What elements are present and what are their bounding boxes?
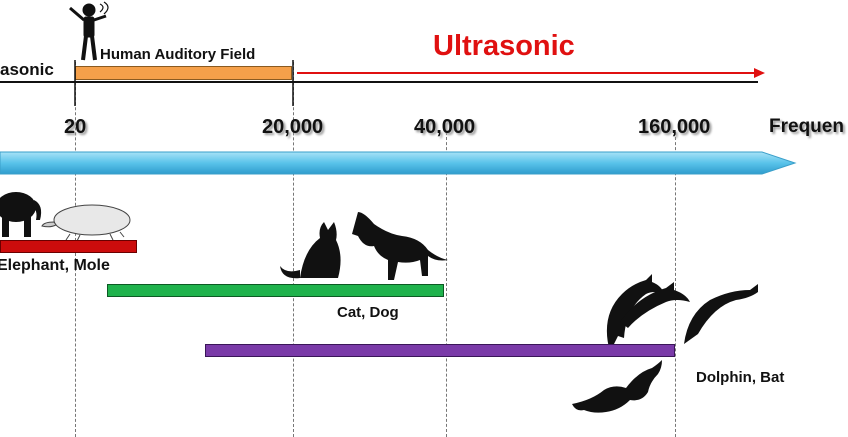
tick-label-160000: 160,000	[638, 116, 711, 138]
ultrasonic-label: Ultrasonic	[433, 30, 575, 62]
guide-line-160000	[675, 132, 676, 437]
mole-icon	[41, 204, 131, 242]
bat-icon	[572, 360, 662, 413]
dolphin-icon	[606, 274, 758, 352]
dolphin-bat-range-bar	[205, 344, 675, 357]
elephant-icon	[0, 192, 42, 237]
elephant-mole-range-bar	[0, 240, 137, 253]
cat-dog-range-bar	[107, 284, 444, 297]
dolphin-bat-label: Dolphin, Bat	[696, 369, 785, 386]
tick-label-40000: 40,000	[414, 116, 476, 138]
infrasonic-label: asonic	[0, 60, 54, 79]
cat-dog-label: Cat, Dog	[337, 304, 399, 321]
axis-title: Frequen	[769, 116, 844, 137]
elephant-mole-label: Elephant, Mole	[0, 257, 110, 274]
guide-line-20000	[293, 62, 294, 437]
range-baseline	[0, 81, 758, 83]
guide-line-40000	[446, 132, 447, 437]
person-icon	[69, 1, 109, 61]
ultrasonic-arrow-head	[754, 68, 765, 78]
dog-icon	[352, 212, 448, 280]
human-auditory-field-label: Human Auditory Field	[100, 46, 256, 63]
tick-label-20000: 20,000	[262, 116, 324, 138]
cat-icon	[280, 222, 341, 279]
tick-label-20: 20	[64, 116, 87, 138]
frequency-axis-arrow	[0, 151, 797, 175]
